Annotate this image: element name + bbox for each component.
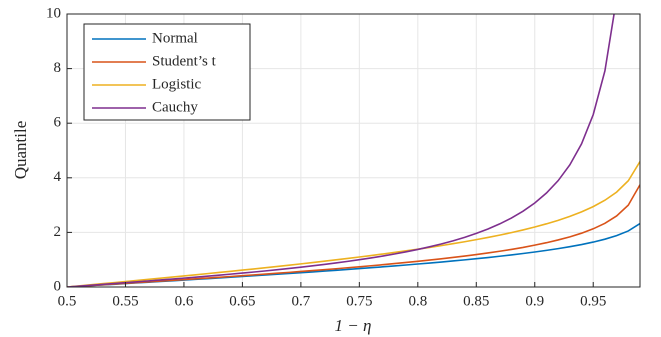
x-tick-label: 0.7 [292,293,311,309]
x-tick-label: 0.65 [229,293,255,309]
x-tick-label: 0.85 [463,293,489,309]
y-tick-label: 2 [54,224,62,240]
series-line [67,14,615,287]
x-tick-label: 0.95 [580,293,606,309]
series-line [67,161,640,287]
ticks: 0.5 0.55 0.6 0.65 0.7 0.75 0.8 0.85 0.9 0.95 0 2 4 6 8… [46,5,606,309]
lines [67,14,640,287]
x-tick-label: 0.6 [175,293,194,309]
series-line [67,222,640,287]
y-tick-label: 6 [54,115,62,131]
legend: Normal Student’s t Logistic Cauchy [83,23,251,121]
x-tick-label: 0.55 [112,293,138,309]
legend-box [83,23,251,121]
y-axis-label: Quantile [11,121,30,180]
x-tick-label: 0.9 [525,293,544,309]
legend-label: Logistic [152,76,202,92]
legend-label: Student’s t [152,53,217,69]
x-tick-label: 0.75 [346,293,372,309]
legend-label: Normal [152,30,198,46]
axes-box [66,13,641,288]
x-tick-label: 0.8 [408,293,427,309]
legend-label: Cauchy [152,99,198,115]
x-axis-label: 1 − η [335,316,372,335]
y-tick-label: 4 [54,169,62,185]
y-tick-label: 0 [54,278,62,294]
series-line [67,184,640,287]
y-tick-label: 10 [46,5,61,21]
x-tick-label: 0.5 [58,293,77,309]
y-tick-label: 8 [54,60,62,76]
